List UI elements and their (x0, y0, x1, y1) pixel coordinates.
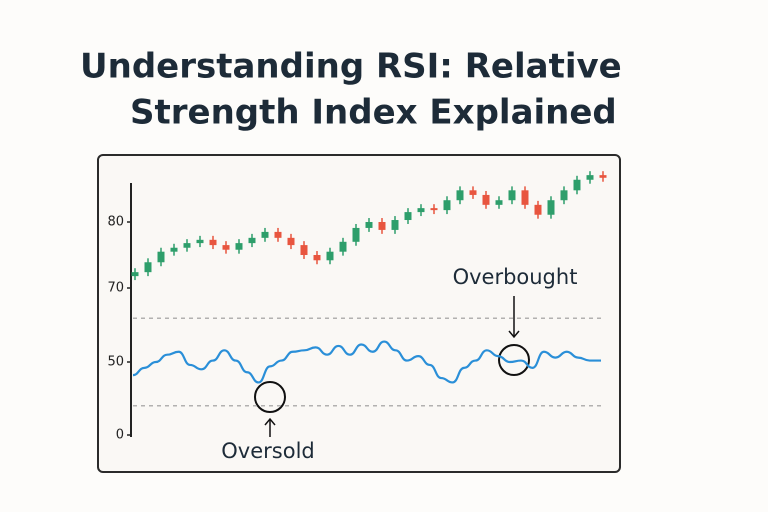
annotation: Oversold (221, 439, 314, 463)
candle-body (339, 241, 347, 252)
candle-body (508, 190, 516, 201)
annotation-circle (498, 344, 530, 376)
candle-body (456, 190, 464, 201)
candle-body (183, 243, 191, 248)
candle-body (261, 231, 269, 238)
y-tick-label: 0 (116, 428, 124, 443)
y-tick-label: 50 (107, 355, 124, 370)
candle-body (547, 200, 555, 215)
candle-body (313, 255, 321, 261)
candle-body (287, 237, 295, 246)
chart-title: Understanding RSI: Relative (80, 47, 622, 87)
arrow-head (508, 330, 520, 339)
candle-body (495, 200, 503, 205)
candle-body (482, 194, 490, 205)
arrow-head (264, 417, 276, 426)
candle-body (274, 231, 282, 238)
candle-body (326, 251, 334, 261)
candle-body (560, 190, 568, 201)
candle-body (365, 222, 373, 228)
candle-body (404, 212, 412, 221)
candle-body (300, 245, 308, 255)
candle-body (469, 190, 477, 195)
candle-body (443, 200, 451, 211)
candle-body (196, 239, 204, 244)
candle-body (391, 220, 399, 230)
candle-body (222, 245, 230, 250)
candle-body (378, 222, 386, 230)
chart-title: Strength Index Explained (130, 93, 617, 133)
rsi-line (132, 340, 601, 384)
candle-body (599, 175, 607, 178)
candle-body (144, 262, 152, 273)
annotation: Overbought (453, 265, 578, 289)
candle-body (170, 247, 178, 252)
candle-body (235, 243, 243, 250)
candle-body (352, 227, 360, 242)
chart-frame (97, 154, 621, 473)
candle-body (430, 208, 438, 211)
candle-body (586, 175, 594, 180)
candle-body (534, 204, 542, 215)
candle-body (573, 179, 581, 191)
candle-body (417, 208, 425, 213)
candle-body (131, 272, 139, 277)
annotation-circle (254, 381, 286, 413)
candle-body (157, 251, 165, 263)
candle-body (521, 190, 529, 205)
y-tick-label: 70 (107, 281, 124, 296)
candle-body (209, 239, 217, 246)
candle-body (248, 237, 256, 244)
y-tick-label: 80 (107, 215, 124, 230)
